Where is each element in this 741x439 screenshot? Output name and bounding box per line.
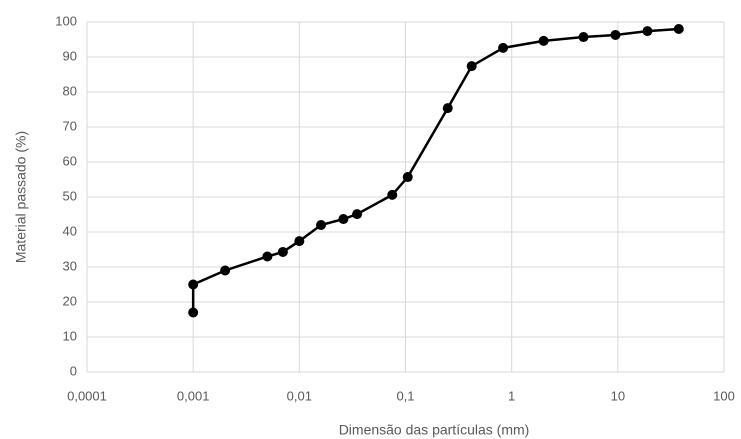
data-point <box>352 209 363 220</box>
y-tick-label: 30 <box>63 258 77 273</box>
x-tick-label: 100 <box>713 388 735 403</box>
y-tick-label: 80 <box>63 83 77 98</box>
y-tick-label: 40 <box>63 223 77 238</box>
x-tick-label: 0,01 <box>287 388 312 403</box>
y-tick-label: 90 <box>63 48 77 63</box>
data-line <box>191 27 679 313</box>
x-tick-label: 0,1 <box>396 388 414 403</box>
x-axis-title: Dimensão das partículas (mm) <box>339 422 530 438</box>
y-tick-label: 70 <box>63 118 77 133</box>
data-point <box>188 279 199 290</box>
data-point <box>387 189 398 200</box>
data-point <box>466 61 477 72</box>
data-point <box>673 24 684 34</box>
data-point <box>442 103 453 114</box>
data-point <box>316 220 327 230</box>
y-tick-label: 20 <box>63 293 77 308</box>
data-point <box>338 214 349 225</box>
x-tick-label: 1 <box>508 388 515 403</box>
data-point <box>642 26 653 37</box>
data-point <box>294 236 305 247</box>
data-point <box>402 172 413 183</box>
data-point <box>262 251 273 262</box>
y-tick-label: 50 <box>63 188 77 203</box>
y-tick-label: 0 <box>70 363 77 378</box>
data-point <box>538 35 549 46</box>
x-tick-label: 10 <box>611 388 625 403</box>
data-point <box>220 265 231 276</box>
y-tick-label: 100 <box>55 13 77 28</box>
data-point <box>277 246 288 257</box>
data-point <box>498 42 509 53</box>
y-tick-label: 60 <box>63 153 77 168</box>
x-tick-label: 0,001 <box>177 388 210 403</box>
data-point <box>188 307 199 318</box>
y-tick-label: 10 <box>63 328 77 343</box>
y-axis-title: Material passado (%) <box>13 131 29 263</box>
x-tick-label: 0,0001 <box>67 388 107 403</box>
data-point <box>578 32 589 43</box>
data-point <box>610 29 621 40</box>
